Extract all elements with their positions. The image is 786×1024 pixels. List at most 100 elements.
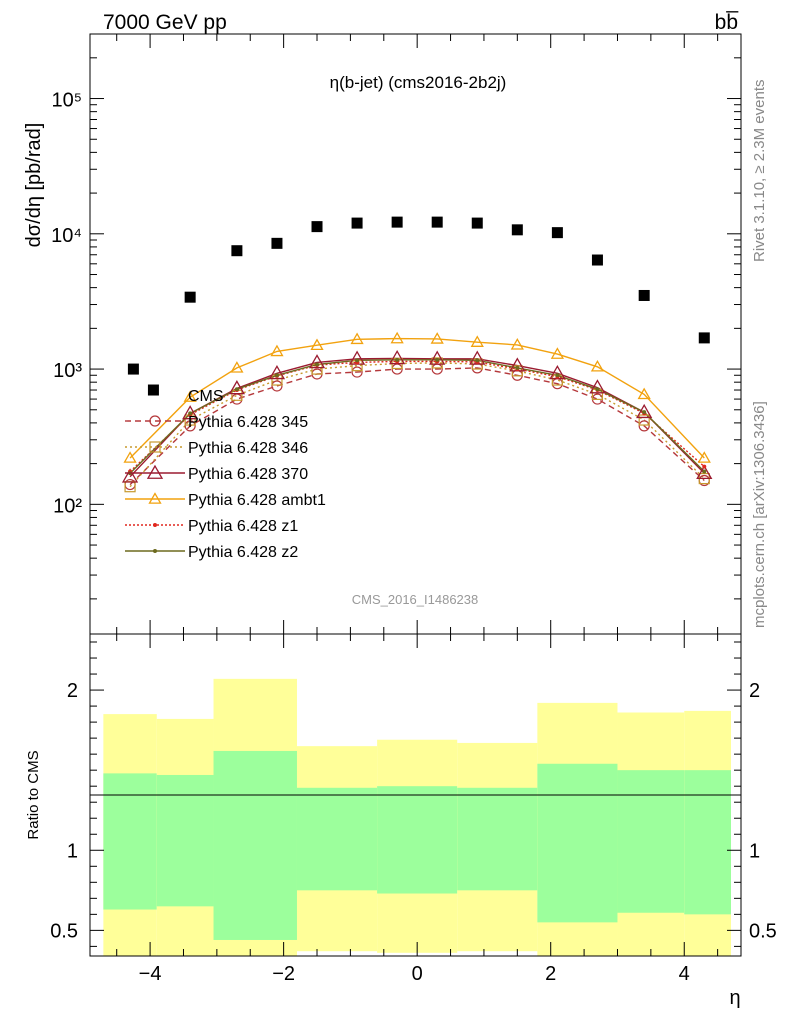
main-y-axis-label: dσ/dη [pb/rad] — [23, 123, 45, 248]
data-point — [431, 216, 443, 228]
marker-triangle — [469, 350, 486, 365]
ratio-inner-band — [377, 786, 458, 894]
marker-triangle — [270, 344, 284, 357]
marker-square — [149, 441, 161, 453]
ratio-y-tick-label: 0.5 — [749, 920, 777, 942]
marker-triangle — [696, 464, 713, 480]
data-point — [511, 224, 523, 236]
mc-line — [129, 360, 705, 473]
legend-label: Pythia 6.428 345 — [188, 414, 308, 431]
marker-dot — [274, 373, 279, 378]
rivet-label: Rivet 3.1.10, ≥ 2.3M events — [751, 80, 768, 263]
mc-line — [129, 367, 705, 486]
marker-square — [124, 481, 136, 493]
ratio-y-tick-label: 1 — [67, 840, 78, 862]
marker-circle — [638, 420, 650, 432]
marker-circle — [351, 366, 363, 378]
x-tick-label: 0 — [412, 963, 423, 985]
marker-triangle — [228, 380, 246, 395]
mc-line — [129, 337, 705, 459]
marker-triangle — [429, 350, 446, 365]
legend-label: CMS — [188, 388, 224, 405]
data-point — [147, 384, 159, 396]
marker-dot — [642, 410, 647, 415]
marker-circle — [271, 380, 283, 392]
x-tick-label: −2 — [272, 963, 295, 985]
marker-dot — [515, 365, 520, 370]
marker-dot — [595, 387, 600, 392]
ratio-y-axis-label: Ratio to CMS — [25, 750, 42, 839]
marker-triangle — [121, 468, 139, 483]
mc-line — [129, 357, 705, 478]
legend-label: Pythia 6.428 370 — [188, 466, 308, 483]
data-point — [231, 245, 243, 257]
cms-data-points — [127, 216, 710, 396]
main-y-tick-label: 10³ — [53, 360, 82, 382]
marker-dot — [702, 469, 707, 474]
marker-triangle — [183, 390, 197, 402]
marker-dot — [153, 549, 157, 553]
x-tick-label: 4 — [679, 963, 690, 985]
ratio-y-tick-labels: 0.5 0.5 1 1 2 2 — [50, 680, 777, 942]
legend: CMS Pythia 6.428 345 Pythia 6.428 346 Pythi… — [125, 388, 326, 561]
marker-circle — [184, 420, 196, 432]
ratio-axis-ticks — [90, 634, 741, 956]
marker-triangle — [549, 365, 566, 380]
ratio-inner-band — [537, 763, 618, 923]
ratio-y-tick-label: 2 — [67, 680, 78, 702]
marker-dot — [315, 362, 320, 367]
ratio-panel-frame — [89, 633, 742, 957]
main-y-tick-label: 10⁴ — [51, 225, 82, 247]
marker-triangle — [123, 451, 137, 463]
main-y-tick-labels: 10² 10³ 10⁴ 10⁵ — [51, 90, 82, 518]
ratio-inner-band — [213, 750, 297, 940]
data-point — [638, 289, 650, 301]
main-y-tick-label: 10⁵ — [51, 90, 82, 112]
marker-triangle — [230, 361, 244, 373]
marker-triangle — [390, 331, 404, 344]
header-process-label: bb̅ — [715, 11, 740, 34]
marker-triangle — [636, 403, 653, 419]
marker-dot — [395, 357, 400, 362]
marker-triangle — [510, 338, 524, 350]
legend-label: Pythia 6.428 z1 — [188, 518, 298, 535]
ratio-inner-band — [296, 787, 378, 891]
data-point — [311, 221, 323, 233]
marker-triangle — [589, 379, 606, 394]
ratio-inner-band — [617, 770, 685, 913]
data-point — [591, 254, 603, 266]
marker-dot — [153, 523, 157, 527]
watermark: CMS_2016_I1486238 — [352, 592, 479, 607]
marker-dot — [188, 411, 193, 416]
marker-circle — [124, 478, 136, 491]
marker-triangle — [430, 332, 444, 344]
marker-triangle — [590, 359, 605, 372]
marker-triangle — [470, 335, 484, 347]
ratio-uncertainty-bands — [103, 678, 731, 956]
data-point — [551, 227, 563, 239]
ratio-panel: 0.5 0.5 1 1 2 2 −4 −2 0 2 4 Ratio to CMS η — [25, 633, 777, 1009]
main-y-tick-label: 10² — [53, 495, 82, 517]
marker-dot — [475, 358, 480, 363]
x-tick-labels: −4 −2 0 2 4 — [139, 963, 690, 985]
marker-triangle — [182, 405, 199, 420]
marker-triangle — [389, 350, 406, 365]
marker-dot — [355, 358, 360, 363]
data-point — [471, 217, 483, 229]
marker-triangle — [146, 464, 164, 479]
marker-triangle — [550, 347, 565, 359]
header-energy-label: 7000 GeV pp — [103, 11, 227, 34]
x-tick-label: 2 — [545, 963, 556, 985]
legend-label: Pythia 6.428 ambt1 — [188, 492, 326, 509]
marker-triangle — [308, 354, 326, 369]
marker-triangle — [697, 451, 711, 463]
data-point — [271, 237, 283, 249]
marker-triangle — [350, 332, 364, 345]
marker-dot — [234, 387, 239, 392]
data-point — [184, 291, 196, 303]
marker-circle — [231, 393, 243, 405]
data-point — [391, 216, 403, 228]
x-axis-label: η — [729, 987, 740, 1009]
marker-triangle — [148, 492, 162, 504]
